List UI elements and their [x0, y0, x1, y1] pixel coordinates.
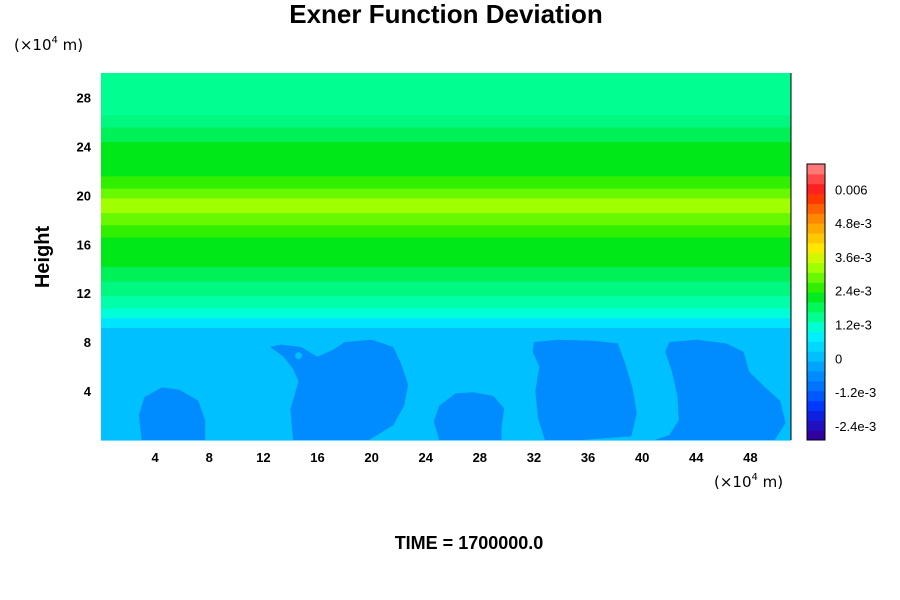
contour-blob-3 — [532, 339, 637, 440]
contour-blob-2 — [433, 392, 505, 440]
contour-band-4 — [101, 280, 791, 297]
colorbar-swatch-24 — [807, 193, 825, 204]
contour-band-6 — [101, 236, 791, 267]
y-unit-label: (×104 m) — [14, 35, 83, 54]
colorbar-tick-label-1: 4.8e-3 — [835, 216, 872, 231]
colorbar-swatch-15 — [807, 282, 825, 293]
colorbar-swatch-0 — [807, 430, 825, 441]
colorbar-swatch-13 — [807, 302, 825, 313]
colorbar-tick-label-4: 1.2e-3 — [835, 318, 872, 333]
x-tick-label-1: 8 — [206, 450, 213, 465]
colorbar-swatches — [807, 164, 825, 441]
colorbar-swatch-19 — [807, 242, 825, 254]
colorbar-swatch-7 — [807, 361, 825, 372]
contour-band-14 — [101, 114, 791, 128]
colorbar-tick-label-7: -2.4e-3 — [835, 419, 876, 434]
colorbar-swatch-4 — [807, 390, 825, 402]
contour-band-10 — [101, 187, 791, 199]
colorbar-swatch-21 — [807, 223, 825, 234]
colorbar-swatch-9 — [807, 341, 825, 352]
x-tick-label-11: 48 — [743, 450, 757, 465]
colorbar-swatch-3 — [807, 400, 825, 411]
contour-band-5 — [101, 266, 791, 282]
colorbar-swatch-5 — [807, 380, 825, 392]
colorbar-swatch-10 — [807, 331, 825, 342]
contour-dot-0 — [295, 352, 302, 359]
colorbar-swatch-2 — [807, 410, 825, 421]
colorbar-swatch-14 — [807, 292, 825, 303]
contour-blobs — [138, 339, 786, 440]
x-tick-label-7: 32 — [527, 450, 541, 465]
contour-band-15 — [101, 73, 791, 116]
y-tick-label-6: 28 — [77, 90, 91, 105]
contour-blob-0 — [138, 387, 206, 440]
colorbar-swatch-22 — [807, 213, 825, 224]
y-tick-label-5: 24 — [77, 139, 92, 154]
colorbar-swatch-23 — [807, 203, 825, 214]
x-tick-label-6: 28 — [473, 450, 487, 465]
colorbar-swatch-16 — [807, 272, 825, 283]
colorbar-swatch-11 — [807, 321, 825, 333]
x-tick-label-5: 24 — [418, 450, 433, 465]
contour-band-8 — [101, 212, 791, 226]
y-tick-label-3: 16 — [77, 237, 91, 252]
y-tick-label-4: 20 — [77, 188, 91, 203]
x-tick-label-9: 40 — [635, 450, 649, 465]
plot-area — [101, 73, 792, 441]
x-tick-label-0: 4 — [152, 450, 160, 465]
colorbar-tick-label-6: -1.2e-3 — [835, 385, 876, 400]
x-axis-ticks: 4 8 12 16 20 24 28 32 36 40 44 48 — [152, 450, 758, 465]
y-tick-label-2: 12 — [77, 286, 91, 301]
colorbar-swatch-26 — [807, 173, 825, 185]
colorbar-tick-label-2: 3.6e-3 — [835, 250, 872, 265]
x-tick-label-3: 16 — [310, 450, 324, 465]
colorbar-swatch-25 — [807, 183, 825, 195]
colorbar-swatch-1 — [807, 420, 825, 431]
y-axis-ticks: 4 8 12 16 20 24 28 — [77, 90, 92, 399]
chart-title: Exner Function Deviation — [289, 0, 603, 29]
contour-band-1 — [101, 317, 791, 329]
contour-band-2 — [101, 307, 791, 319]
colorbar-swatch-20 — [807, 233, 825, 244]
x-tick-label-10: 44 — [689, 450, 704, 465]
contour-dots — [295, 352, 302, 359]
colorbar-swatch-8 — [807, 351, 825, 362]
colorbar-ticks: 0.006 4.8e-3 3.6e-3 2.4e-3 1.2e-3 0 -1.2e-3 -2.… — [835, 182, 876, 434]
contour-band-3 — [101, 295, 791, 309]
colorbar-swatch-27 — [807, 164, 825, 175]
colorbar: 0.006 4.8e-3 3.6e-3 2.4e-3 1.2e-3 0 -1.2e-3 -2.… — [806, 163, 876, 441]
colorbar-frame — [806, 163, 826, 441]
contour-blob-1 — [270, 339, 409, 440]
y-tick-label-0: 4 — [84, 384, 92, 399]
y-axis-label: Height — [32, 226, 54, 289]
time-caption: TIME = 1700000.0 — [395, 533, 544, 553]
colorbar-swatch-12 — [807, 311, 825, 323]
contour-band-11 — [101, 175, 791, 189]
contour-band-7 — [101, 224, 791, 238]
contour-band-13 — [101, 126, 791, 143]
contour-blob-4 — [654, 339, 786, 440]
colorbar-tick-label-5: 0 — [835, 351, 842, 366]
x-unit-label: (×104 m) — [714, 472, 783, 491]
contour-band-12 — [101, 141, 791, 177]
y-tick-label-1: 8 — [84, 335, 91, 350]
contour-band-9 — [101, 197, 791, 214]
x-tick-label-8: 36 — [581, 450, 595, 465]
colorbar-tick-label-0: 0.006 — [835, 182, 868, 197]
colorbar-swatch-18 — [807, 252, 825, 264]
x-tick-label-2: 12 — [256, 450, 270, 465]
colorbar-swatch-17 — [807, 262, 825, 273]
x-tick-label-4: 20 — [364, 450, 378, 465]
colorbar-swatch-6 — [807, 371, 825, 382]
colorbar-tick-label-3: 2.4e-3 — [835, 284, 872, 299]
